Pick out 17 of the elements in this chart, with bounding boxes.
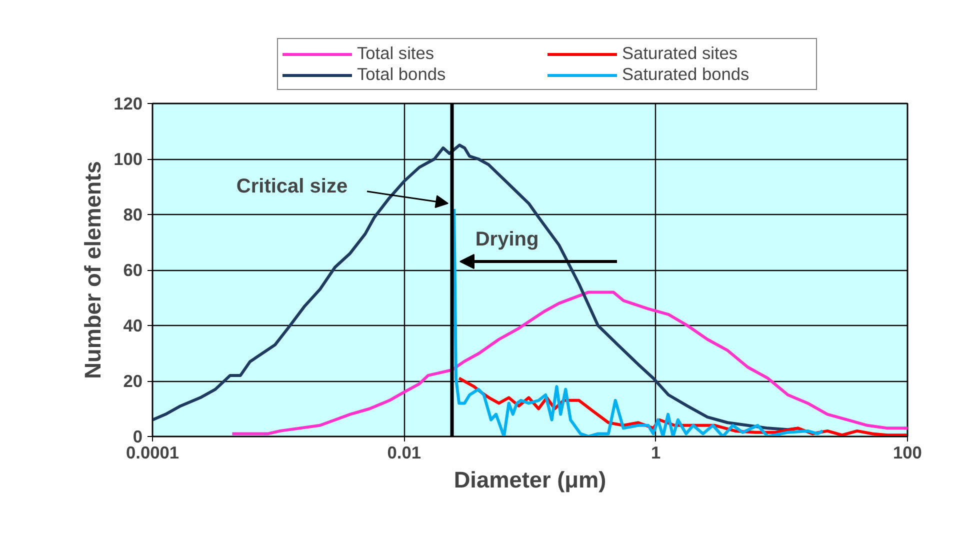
y-axis-title: Number of elements	[80, 161, 106, 379]
annotation: Critical size	[236, 175, 348, 198]
x-tick-label: 100	[893, 442, 922, 462]
legend-label: Total sites	[357, 43, 436, 64]
y-tick-label: 60	[123, 260, 143, 280]
legend-label: Saturated sites	[622, 43, 739, 64]
y-tick-label: 80	[123, 204, 143, 224]
x-tick-label: 1	[651, 442, 662, 462]
y-tick-label: 100	[114, 149, 143, 169]
legend-label: Total bonds	[357, 64, 447, 85]
y-tick-label: 120	[114, 94, 143, 114]
annotation: Drying	[475, 228, 539, 250]
x-tick-label: 0.01	[387, 442, 422, 462]
x-axis-title: Diameter (μm)	[454, 466, 606, 492]
y-tick-label: 40	[123, 316, 143, 336]
y-tick-label: 20	[123, 371, 143, 391]
legend-label: Saturated bonds	[622, 64, 750, 85]
